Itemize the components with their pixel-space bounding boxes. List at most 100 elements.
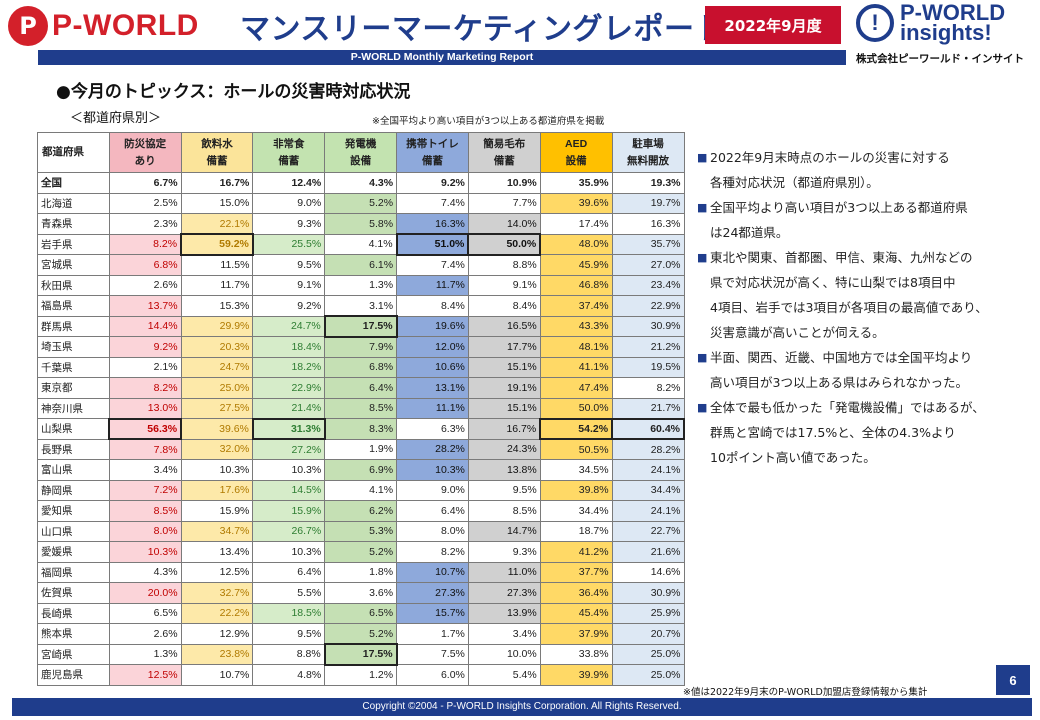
header-col-3: 発電機 設備	[324, 132, 398, 173]
table-cell: 4.8%	[252, 664, 326, 686]
prefecture-name: 福岡県	[37, 561, 110, 583]
header-col-6-line2: 設備	[565, 154, 587, 167]
table-cell: 9.5%	[252, 623, 326, 645]
table-cell: 16.5%	[467, 315, 541, 337]
table-cell: 17.4%	[539, 213, 613, 235]
insights-logo-line1: P-WORLD	[900, 0, 1006, 25]
table-cell: 6.0%	[396, 664, 469, 686]
prefecture-name: 東京都	[37, 377, 110, 399]
prefecture-name: 熊本県	[37, 623, 110, 645]
table-cell: 17.5%	[323, 643, 398, 666]
table-cell: 9.5%	[252, 254, 326, 276]
table-cell: 47.4%	[539, 377, 613, 399]
table-cell: 8.2%	[396, 541, 469, 563]
table-cell: 31.3%	[251, 417, 326, 440]
table-cell: 36.4%	[539, 582, 613, 604]
table-cell: 5.3%	[324, 520, 398, 542]
table-cell: 8.4%	[396, 295, 469, 317]
table-cell: 9.2%	[396, 172, 469, 194]
prefecture-name: 秋田県	[37, 274, 110, 296]
table-cell: 13.1%	[396, 377, 469, 399]
table-cell: 56.3%	[108, 417, 183, 440]
header-col-1-line1: 飲料水	[201, 137, 233, 150]
prefecture-name: 山梨県	[37, 418, 110, 440]
table-cell: 54.2%	[539, 417, 614, 440]
table-cell: 8.8%	[252, 643, 326, 665]
table-cell: 51.0%	[395, 233, 470, 256]
table-cell: 6.4%	[252, 561, 326, 583]
table-cell: 39.8%	[539, 479, 613, 501]
table-cell: 9.5%	[467, 479, 541, 501]
table-cell: 19.7%	[611, 192, 685, 214]
table-row: 秋田県 2.6% 11.7% 9.1% 1.3% 11.7% 9.1% 46.8% 23.4%	[37, 274, 685, 296]
disaster-response-table: 都道府県 防災協定 あり 飲料水 備蓄 非常食 備蓄 発電機 設備 携帯トイレ 備蓄 簡易毛布 備蓄 A…	[37, 132, 685, 686]
table-cell: 14.6%	[611, 561, 685, 583]
table-cell: 33.8%	[539, 643, 613, 665]
bullet-line: 4項目、岩手では3項目が各項目の最高値であり、	[710, 300, 988, 315]
table-row: 山口県 8.0% 34.7% 26.7% 5.3% 8.0% 14.7% 18.7% 22.7%	[37, 520, 685, 542]
prefecture-name: 福島県	[37, 295, 110, 317]
table-cell: 10.3%	[252, 459, 326, 481]
table-cell: 16.7%	[467, 418, 541, 440]
table-cell: 13.8%	[467, 459, 541, 481]
table-cell: 18.5%	[252, 602, 326, 624]
table-row: 鹿児島県 12.5% 10.7% 4.8% 1.2% 6.0% 5.4% 39.9% 25.0%	[37, 664, 685, 686]
table-cell: 6.7%	[108, 172, 182, 194]
table-cell: 48.1%	[539, 336, 613, 358]
bullet-line: 災害意識が高いことが伺える。	[710, 325, 885, 340]
table-cell: 12.9%	[180, 623, 254, 645]
table-cell: 24.3%	[467, 438, 541, 460]
prefecture-name: 青森県	[37, 213, 110, 235]
table-cell: 15.9%	[180, 500, 254, 522]
bullet-item: ■ 全国平均より高い項目が3つ以上ある都道府県 は24都道県。	[697, 195, 1032, 245]
table-row: 東京都 8.2% 25.0% 22.9% 6.4% 13.1% 19.1% 47.4% 8.2%	[37, 377, 685, 399]
table-cell: 41.2%	[539, 541, 613, 563]
header-col-4: 携帯トイレ 備蓄	[396, 132, 469, 173]
table-row: 熊本県 2.6% 12.9% 9.5% 5.2% 1.7% 3.4% 37.9% 20.7%	[37, 623, 685, 645]
table-cell: 4.1%	[324, 479, 398, 501]
table-cell: 2.6%	[108, 274, 182, 296]
table-row: 群馬県 14.4% 29.9% 24.7% 17.5% 19.6% 16.5% 43.3% 30…	[37, 315, 685, 338]
header-col-4-line2: 備蓄	[421, 154, 443, 167]
table-cell: 6.8%	[108, 254, 182, 276]
table-cell: 22.9%	[611, 295, 685, 317]
table-cell: 11.5%	[180, 254, 254, 276]
table-cell: 21.7%	[611, 397, 685, 419]
prefecture-name: 愛知県	[37, 500, 110, 522]
table-cell: 19.6%	[396, 315, 469, 337]
table-cell: 7.4%	[396, 254, 469, 276]
table-cell: 46.8%	[539, 274, 613, 296]
table-cell: 41.1%	[539, 356, 613, 378]
table-cell: 9.1%	[467, 274, 541, 296]
date-badge: 2022年9月度	[705, 6, 841, 44]
header-col-7: 駐車場 無料開放	[611, 132, 685, 173]
table-cell: 22.2%	[180, 602, 254, 624]
table-cell: 20.7%	[611, 623, 685, 645]
table-cell: 32.7%	[180, 582, 254, 604]
header-col-1: 飲料水 備蓄	[180, 132, 254, 173]
header-col-6: AED 設備	[539, 132, 613, 173]
header-col-2: 非常食 備蓄	[252, 132, 326, 173]
table-cell: 21.6%	[611, 541, 685, 563]
table-cell: 3.1%	[324, 295, 398, 317]
prefecture-name: 千葉県	[37, 356, 110, 378]
table-cell: 43.3%	[539, 315, 613, 337]
table-cell: 6.5%	[108, 602, 182, 624]
table-cell: 20.3%	[180, 336, 254, 358]
table-cell: 12.5%	[108, 664, 182, 686]
bullet-line: 全体で最も低かった「発電機設備」ではあるが、	[710, 400, 985, 415]
table-row: 千葉県 2.1% 24.7% 18.2% 6.8% 10.6% 15.1% 41.1% 19.5…	[37, 356, 685, 378]
table-cell: 2.6%	[108, 623, 182, 645]
table-cell: 32.0%	[180, 438, 254, 460]
table-cell: 2.5%	[108, 192, 182, 214]
table-cell: 17.6%	[180, 479, 254, 501]
bullet-text: 全体で最も低かった「発電機設備」ではあるが、 群馬と宮崎では17.5%と、全体の4…	[710, 395, 1032, 470]
table-cell: 1.8%	[324, 561, 398, 583]
table-cell: 1.9%	[324, 438, 398, 460]
prefecture-name: 神奈川県	[37, 397, 110, 419]
table-total-row: 全国 6.7% 16.7% 12.4% 4.3% 9.2% 10.9% 35.9% 19.3%	[37, 172, 685, 194]
table-cell: 8.2%	[611, 377, 685, 399]
bullet-square-icon: ■	[697, 401, 708, 414]
table-cell: 15.1%	[467, 356, 541, 378]
table-cell: 28.2%	[611, 438, 685, 460]
